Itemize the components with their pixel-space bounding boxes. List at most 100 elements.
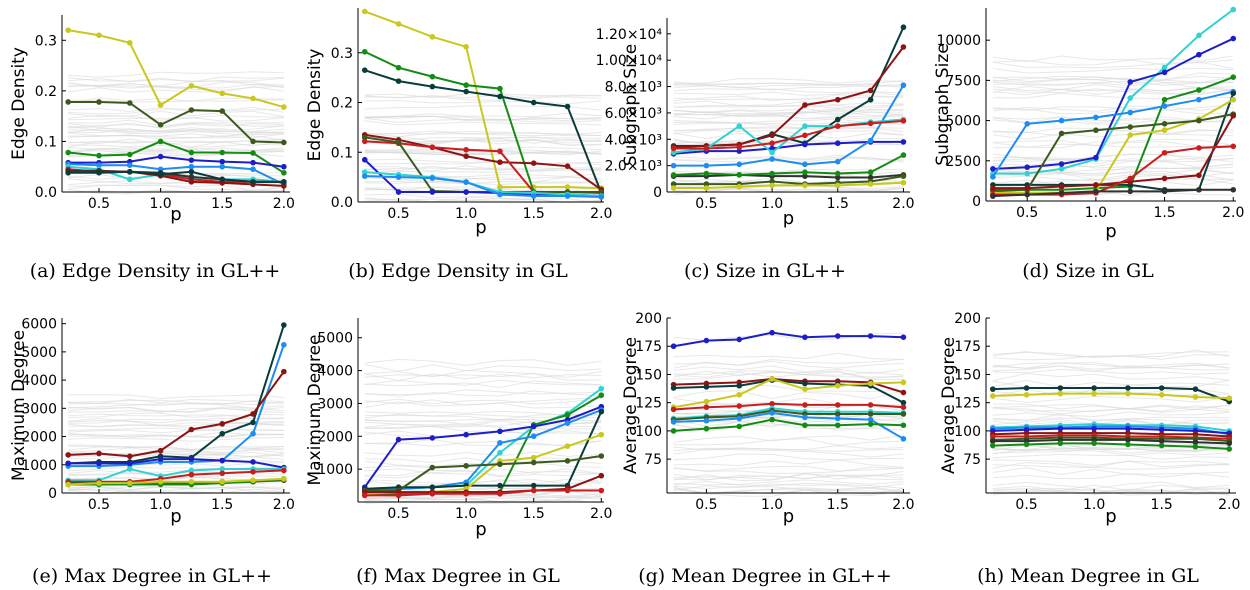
y-tick-label: 150 [954, 367, 981, 383]
data-point [96, 99, 102, 105]
data-point [1230, 143, 1237, 150]
series-line [673, 140, 904, 155]
data-point [670, 385, 677, 391]
background-trajectory [364, 425, 602, 432]
background-trajectory [673, 154, 904, 161]
data-point [598, 431, 605, 438]
data-point [497, 159, 503, 166]
data-point [157, 102, 164, 108]
data-point [281, 163, 287, 170]
data-point [361, 67, 368, 73]
data-point [281, 183, 287, 189]
background-trajectory [992, 489, 1230, 496]
data-point [1023, 385, 1030, 391]
data-point [564, 420, 571, 426]
data-point [250, 150, 256, 156]
data-point [834, 182, 841, 189]
y-tick-label: 2500 [945, 154, 981, 170]
panel-caption: (d) Size in GL [1022, 260, 1154, 282]
data-point [1125, 441, 1131, 448]
data-point [361, 48, 368, 55]
data-point [497, 148, 503, 155]
background-trajectory [673, 156, 904, 163]
data-point [497, 191, 503, 198]
x-tick-label: 1.5 [523, 206, 545, 222]
data-point [1192, 394, 1199, 400]
data-point [900, 179, 907, 186]
series-line [673, 154, 904, 176]
data-point [703, 145, 710, 152]
data-point [65, 149, 71, 156]
x-tick-label: 1.0 [761, 497, 783, 513]
data-point [530, 482, 537, 489]
data-point [1158, 426, 1165, 433]
background-trajectory [68, 421, 284, 427]
series-group [670, 329, 907, 442]
series-line [992, 442, 1230, 450]
background-trajectory [673, 360, 904, 369]
background-trajectory [673, 126, 904, 133]
background-trajectory [68, 110, 284, 117]
series-line [68, 140, 285, 174]
data-point [188, 83, 195, 89]
data-point [250, 95, 256, 102]
data-point [1196, 96, 1202, 103]
x-tick-label: 1.0 [761, 196, 783, 212]
data-point [497, 85, 503, 92]
data-point [802, 386, 808, 392]
series-line [992, 423, 1230, 432]
data-point [281, 368, 287, 375]
x-tick-label: 0.5 [387, 206, 409, 222]
data-point [1158, 442, 1165, 449]
data-point [250, 430, 256, 437]
data-point [703, 162, 710, 169]
y-axis-label: Average Degree [621, 337, 641, 474]
data-point [497, 490, 503, 497]
data-point [497, 184, 503, 190]
background-trajectory [364, 398, 602, 405]
y-tick-label: 1000 [21, 458, 57, 474]
data-point [463, 44, 469, 50]
y-tick-label: 0.0 [35, 185, 57, 201]
y-tick-label: 2000 [21, 430, 57, 446]
background-trajectory [68, 147, 284, 153]
data-point [463, 82, 469, 88]
y-axis-label: Edge Density [9, 47, 29, 160]
data-point [530, 99, 537, 106]
data-point [769, 329, 775, 336]
panel-caption: (g) Mean Degree in GL++ [638, 565, 892, 587]
data-point [1058, 117, 1065, 124]
data-point [703, 181, 710, 187]
data-point [361, 8, 368, 15]
background-trajectory [673, 177, 904, 185]
data-point [769, 178, 775, 185]
series-line [68, 324, 285, 465]
data-point [1161, 69, 1168, 76]
data-point [736, 123, 743, 129]
y-tick-label: 2000 [317, 429, 353, 445]
y-tick-label: 75 [644, 452, 662, 468]
data-point [1057, 425, 1064, 432]
series-line [992, 188, 1234, 198]
background-trajectory [992, 88, 1234, 95]
data-point [1058, 166, 1065, 172]
data-point [1127, 95, 1134, 101]
y-tick-label: 7500 [945, 73, 981, 89]
series-line [673, 409, 904, 421]
data-point [1127, 188, 1134, 195]
series-line [992, 115, 1235, 190]
background-trajectory [68, 398, 284, 405]
data-point [361, 156, 368, 163]
data-point [126, 100, 133, 106]
data-point [219, 470, 226, 477]
series-line [673, 173, 904, 179]
data-point [65, 460, 71, 467]
data-point [429, 189, 436, 195]
data-point [219, 421, 226, 427]
data-point [900, 436, 907, 442]
data-point [65, 481, 71, 488]
data-point [900, 118, 907, 124]
background-trajectory [364, 100, 602, 105]
data-point [1161, 103, 1168, 109]
background-trajectory [992, 362, 1230, 369]
